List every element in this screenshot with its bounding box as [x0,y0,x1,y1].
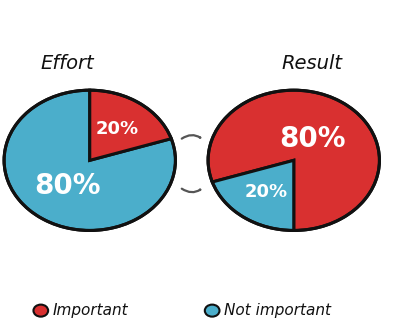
Text: 20%: 20% [96,120,139,138]
Wedge shape [4,90,175,230]
Circle shape [205,305,220,317]
Text: 80%: 80% [279,125,346,153]
Circle shape [33,305,48,317]
Wedge shape [212,160,294,230]
Text: Result: Result [282,54,343,73]
Text: Not important: Not important [224,303,331,318]
Wedge shape [208,90,379,230]
Text: Effort: Effort [41,54,94,73]
Wedge shape [90,90,171,160]
Text: Important: Important [53,303,129,318]
Text: 20%: 20% [244,182,288,200]
Text: 80%: 80% [34,172,100,200]
